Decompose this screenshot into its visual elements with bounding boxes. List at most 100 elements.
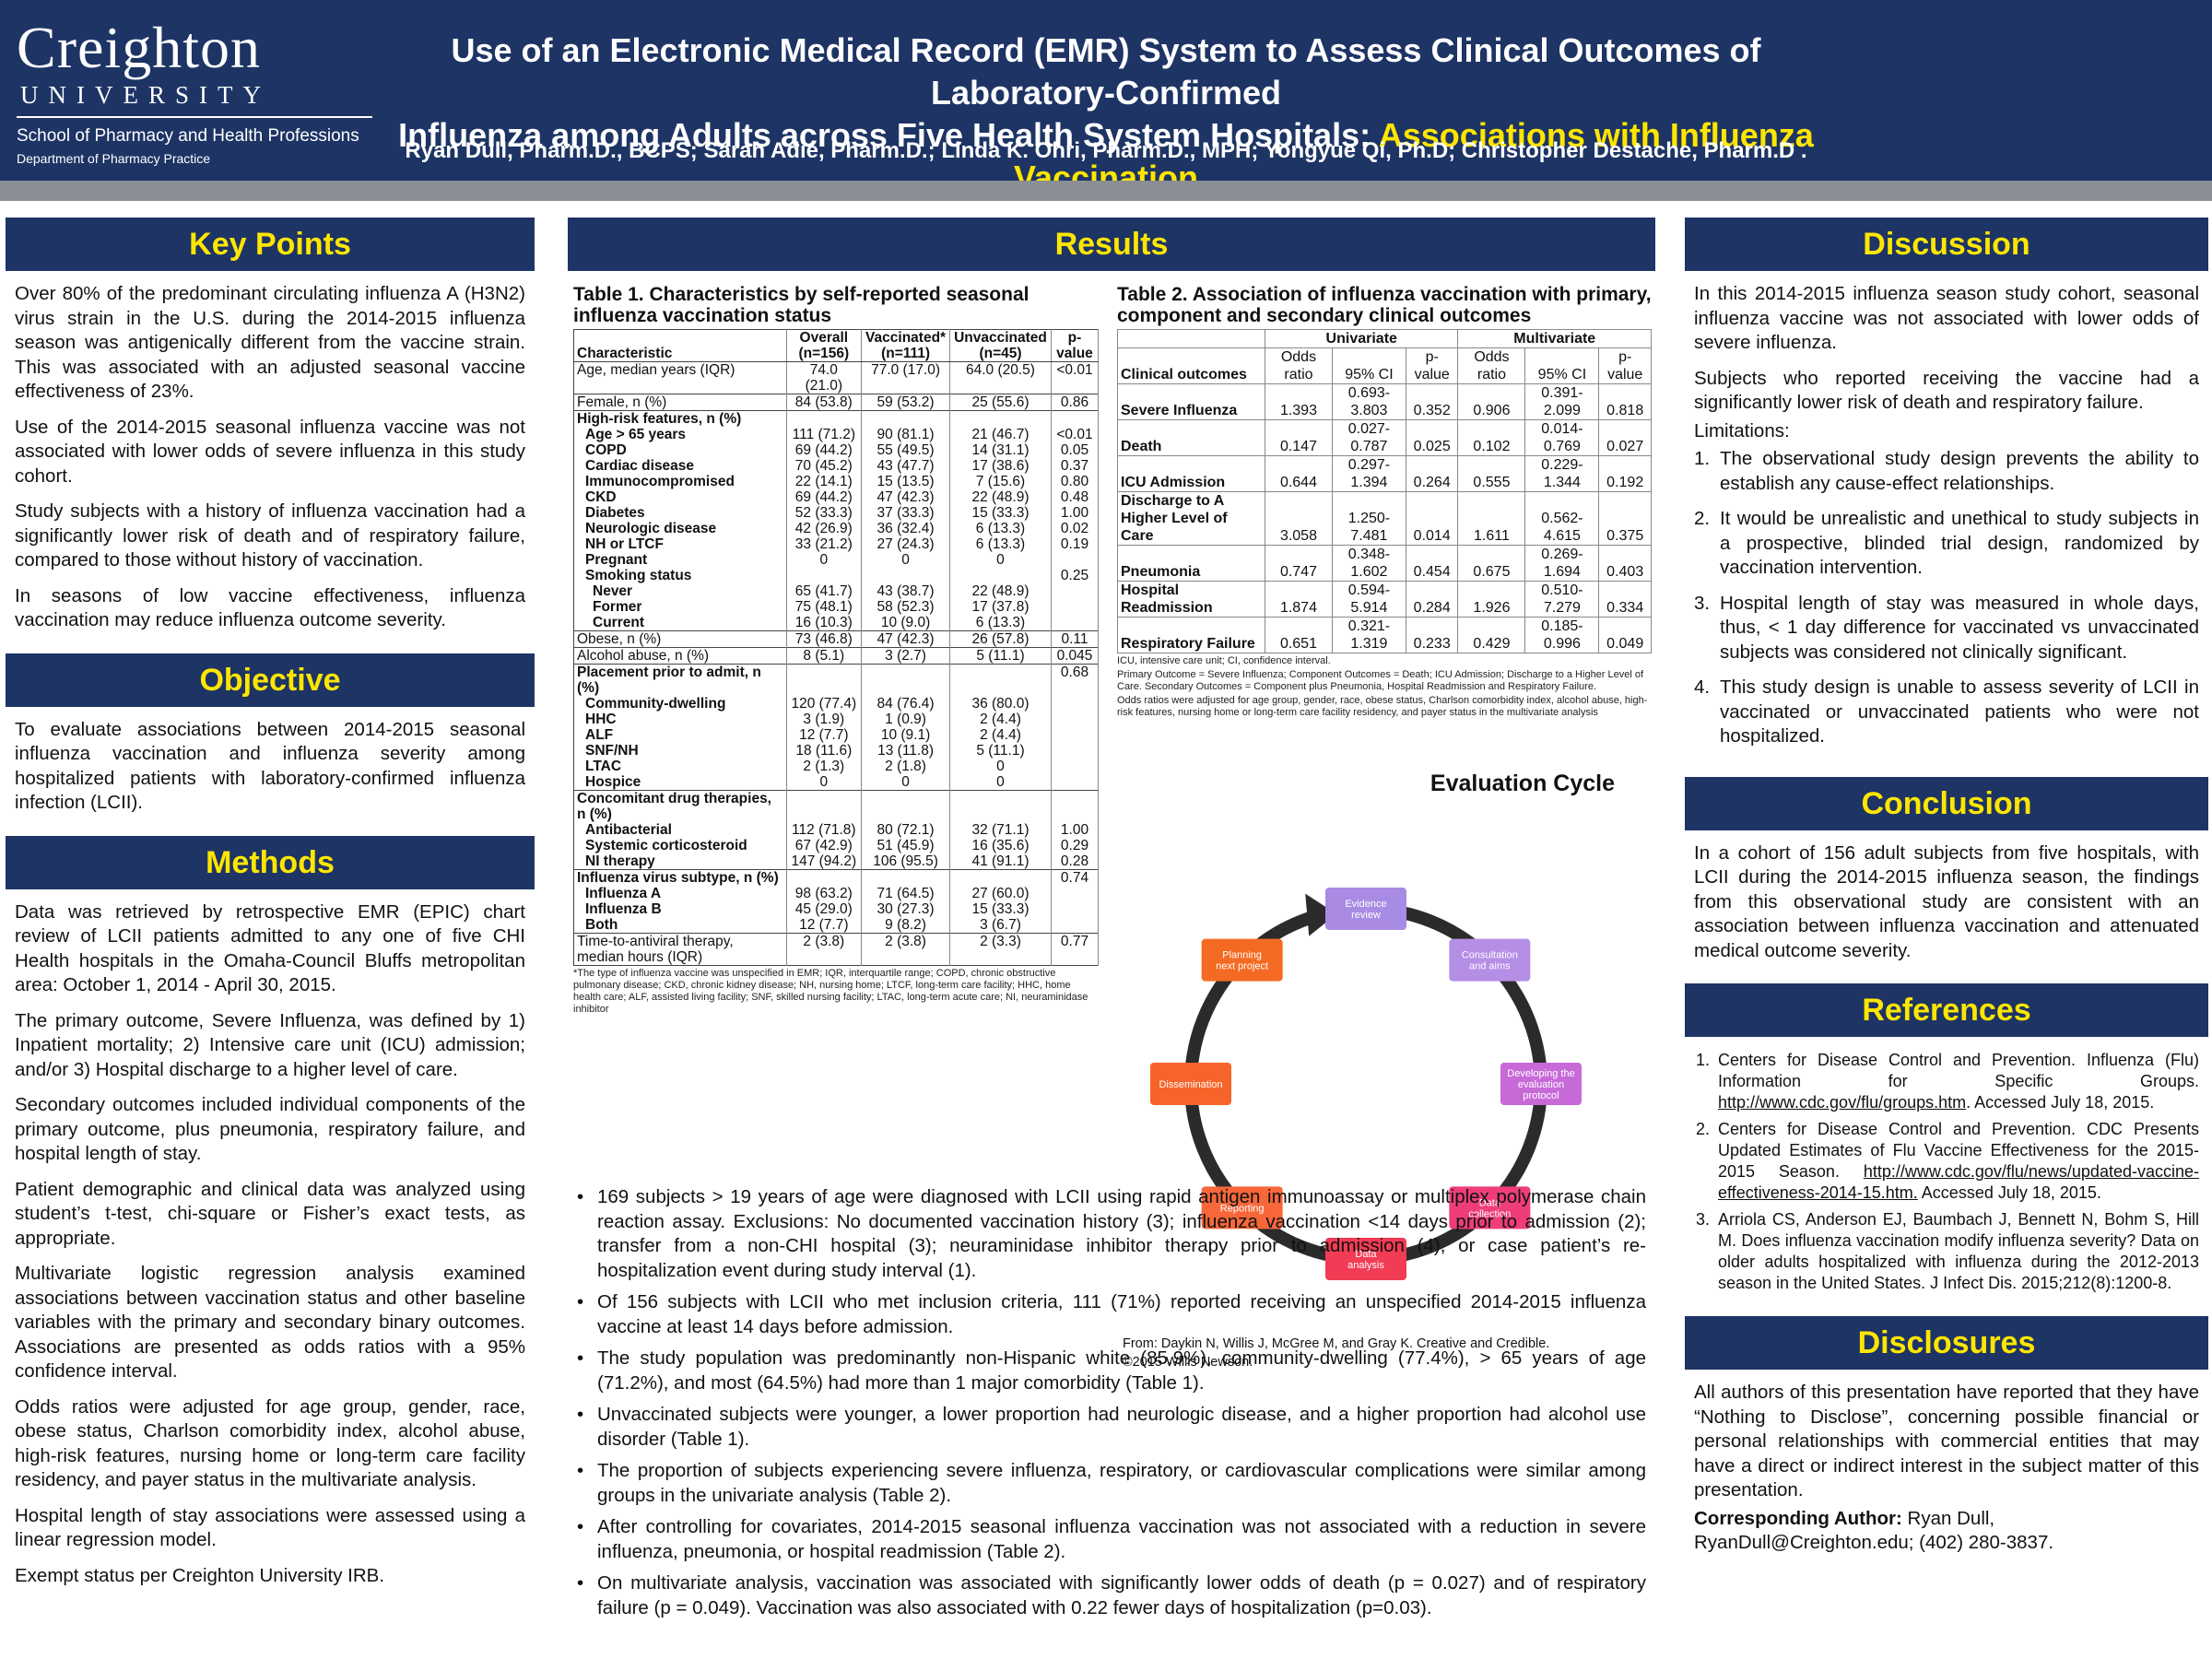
table-cell: 18 (11.6): [786, 743, 863, 759]
table-row: Diabetes 52 (33.3) 37 (33.3) 15 (33.3) 1.00: [573, 505, 1100, 521]
reference-text: Centers for Disease Control and Preventi…: [1718, 1050, 2199, 1113]
table-cell: 30 (27.3): [861, 901, 951, 917]
logo-university: UNIVERSITY: [20, 81, 271, 109]
cycle-node-label: Developing the: [1507, 1068, 1574, 1079]
table-cell: 6 (13.3): [949, 521, 1052, 536]
table-row: Never 65 (41.7) 43 (38.7) 22 (48.9): [573, 583, 1100, 599]
table-cell: 0.818: [1598, 383, 1652, 420]
table-cell: 0.454: [1405, 545, 1459, 582]
table-cell: [1051, 886, 1100, 901]
table-cell: [949, 568, 1052, 583]
row-label: Concomitant drug therapies, n (%): [573, 790, 787, 822]
table-cell: 0.675: [1457, 545, 1526, 582]
title-line-2-main: Influenza among Adults across Five Healt…: [398, 116, 1379, 154]
table-cell: 0.86: [1051, 394, 1100, 411]
table-cell: 147 (94.2): [786, 853, 863, 870]
table-row: Influenza A 98 (63.2) 71 (64.5) 27 (60.0): [573, 886, 1100, 901]
outcome-label: Death: [1117, 419, 1265, 456]
limitation-number: 3.: [1694, 592, 1711, 614]
key-points-paragraph: Use of the 2014-2015 seasonal influenza …: [15, 416, 525, 487]
outcome-label: Respiratory Failure: [1117, 617, 1265, 653]
limitation-number: 4.: [1694, 677, 1711, 698]
table-cell: 120 (77.4): [786, 696, 863, 712]
table-cell: 0.555: [1457, 455, 1526, 492]
table-row: Immunocompromised 22 (14.1) 15 (13.5) 7 (15…: [573, 474, 1100, 489]
cycle-node: [1500, 1063, 1582, 1105]
table-row: LTAC 2 (1.3) 2 (1.8) 0: [573, 759, 1100, 774]
table-cell: 16 (10.3): [786, 615, 863, 631]
row-label: CKD: [573, 489, 787, 505]
limitation-number: 1.: [1694, 448, 1711, 469]
reference-link[interactable]: http://www.cdc.gov/flu/news/updated-vacc…: [1718, 1162, 2199, 1202]
table-cell: 0.02: [1051, 521, 1100, 536]
outcome-label: Severe Influenza: [1117, 383, 1265, 420]
methods-paragraph: Data was retrieved by retrospective EMR …: [15, 900, 525, 996]
table-cell: 0.027-0.787: [1331, 419, 1406, 456]
table-cell: 73 (46.8): [786, 630, 863, 648]
key-points-heading: Key Points: [6, 218, 535, 271]
conclusion-section: Conclusion In a cohort of 156 adult subj…: [1685, 776, 2208, 971]
table-cell: 22 (48.9): [949, 489, 1052, 505]
table-cell: [1051, 410, 1100, 427]
results-heading: Results: [568, 218, 1655, 271]
results-bullet: The study population was predominantly n…: [577, 1347, 1646, 1395]
objective-paragraph: To evaluate associations between 2014-20…: [15, 718, 525, 814]
table-cell: 0.11: [1051, 630, 1100, 648]
table-row: Neurologic disease 42 (26.9) 36 (32.4) 6 (1…: [573, 521, 1100, 536]
references-list: 1. Centers for Disease Control and Preven…: [1685, 1037, 2208, 1303]
table-1-caption: Table 1. Characteristics by self-reporte…: [573, 284, 1030, 326]
table-row: CKD 69 (44.2) 47 (42.3) 22 (48.9) 0.48: [573, 489, 1100, 505]
table-cell: 0.37: [1051, 458, 1100, 474]
table-cell: 2 (1.8): [861, 759, 951, 774]
table-row: Hospital Readmission 1.874 0.594-5.914 0.28…: [1117, 581, 1652, 618]
table-cell: 45 (29.0): [786, 901, 863, 917]
table-cell: 0.644: [1265, 455, 1333, 492]
table-row: Community-dwelling 120 (77.4) 84 (76.4) 36 …: [573, 696, 1100, 712]
table-row: Placement prior to admit, n (%) 0.68: [573, 664, 1100, 696]
table-row: Influenza virus subtype, n (%) 0.74: [573, 869, 1100, 886]
reference-link[interactable]: http://www.cdc.gov/flu/groups.htm: [1718, 1093, 1967, 1112]
table-row: SNF/NH 18 (11.6) 13 (11.8) 5 (11.1): [573, 743, 1100, 759]
row-label: Time-to-antiviral therapy, median hours …: [573, 933, 787, 966]
references-section: References 1. Centers for Disease Control…: [1685, 983, 2208, 1303]
table-cell: 12 (7.7): [786, 917, 863, 934]
table-cell: 1.250-7.481: [1331, 491, 1406, 546]
row-label: Obese, n (%): [573, 630, 787, 648]
key-points-section: Key Points Over 80% of the predominant c…: [6, 218, 535, 641]
table-cell: 6 (13.3): [949, 615, 1052, 631]
table-cell: 2 (3.8): [786, 933, 863, 966]
results-bullet: Unvaccinated subjects were younger, a lo…: [577, 1403, 1646, 1452]
table-row: Age, median years (IQR) 74.0 (21.0) 77.0 (…: [573, 361, 1100, 394]
table-row: Concomitant drug therapies, n (%): [573, 790, 1100, 822]
limitation-text: It would be unrealistic and unethical to…: [1720, 508, 2199, 578]
limitation-text: The observational study design prevents …: [1720, 448, 2199, 494]
table-cell: 27 (24.3): [861, 536, 951, 552]
corresponding-author: Corresponding Author: Ryan Dull, RyanDull…: [1694, 1507, 2199, 1556]
reference-number: 2.: [1696, 1120, 1711, 1138]
row-label: Pregnant: [573, 552, 787, 568]
table-cell: 70 (45.2): [786, 458, 863, 474]
table-cell: 25 (55.6): [949, 394, 1052, 411]
limitation-item: 2. It would be unrealistic and unethical …: [1694, 507, 2199, 581]
results-bullets: 169 subjects > 19 years of age were diag…: [577, 1185, 1646, 1628]
table-cell: [1051, 615, 1100, 631]
reference-accessed: . Accessed July 18, 2015.: [1966, 1093, 2155, 1112]
table-cell: 1.00: [1051, 505, 1100, 521]
table-cell: 14 (31.1): [949, 442, 1052, 458]
table-cell: <0.01: [1051, 361, 1100, 394]
table-cell: 26 (57.8): [949, 630, 1052, 648]
table-cell: 0.562-4.615: [1524, 491, 1600, 546]
reference-item: 1. Centers for Disease Control and Preven…: [1696, 1050, 2199, 1113]
table-cell: 0.80: [1051, 474, 1100, 489]
cycle-node: [1150, 1063, 1231, 1105]
table-1-header: p-value: [1051, 329, 1100, 362]
table-cell: [1051, 790, 1100, 822]
table-cell: 80 (72.1): [861, 822, 951, 838]
table-cell: 8 (5.1): [786, 647, 863, 665]
table-cell: 0: [949, 774, 1052, 791]
row-label: Female, n (%): [573, 394, 787, 411]
logo-school: School of Pharmacy and Health Profession…: [17, 126, 359, 146]
cycle-node-label: Evidence: [1345, 899, 1386, 910]
table-cell: 0.391-2.099: [1524, 383, 1600, 420]
row-label: Age > 65 years: [573, 427, 787, 442]
